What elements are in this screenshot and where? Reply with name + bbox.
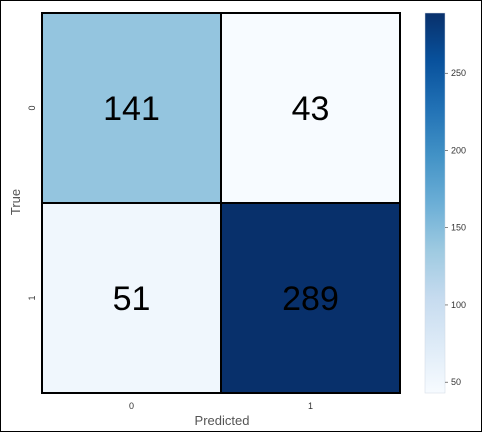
x-tick-label: 1 bbox=[308, 401, 313, 411]
colorbar-tick-label: 200 bbox=[451, 145, 466, 155]
colorbar-tick-label: 150 bbox=[451, 223, 466, 233]
heatmap-cells bbox=[41, 12, 401, 394]
cell-value-1-0: 51 bbox=[113, 280, 151, 318]
heatmap-cell-0-1 bbox=[220, 12, 401, 204]
y-tick-label: 1 bbox=[27, 295, 37, 300]
cell-value-1-1: 289 bbox=[282, 280, 339, 318]
y-axis-ticks: 01 bbox=[27, 105, 37, 300]
heatmap-cell-1-1 bbox=[220, 202, 401, 394]
colorbar-ticks: 50 100 150 200 250 bbox=[445, 68, 466, 387]
colorbar-tick-label: 50 bbox=[451, 377, 461, 387]
heatmap-cell-labels: 141 43 51 289 bbox=[103, 90, 339, 318]
colorbar-tick-label: 250 bbox=[451, 68, 466, 78]
cell-value-0-1: 43 bbox=[292, 90, 330, 128]
colorbar-tick-label: 100 bbox=[451, 300, 466, 310]
x-axis-title: Predicted bbox=[195, 413, 250, 428]
heatmap-cell-1-0 bbox=[41, 202, 222, 394]
y-axis-title: True bbox=[8, 189, 23, 215]
y-tick-label: 0 bbox=[27, 105, 37, 110]
heatmap-cell-0-0 bbox=[41, 12, 222, 204]
colorbar bbox=[424, 12, 446, 394]
cell-value-0-0: 141 bbox=[103, 90, 160, 128]
x-tick-label: 0 bbox=[129, 401, 134, 411]
